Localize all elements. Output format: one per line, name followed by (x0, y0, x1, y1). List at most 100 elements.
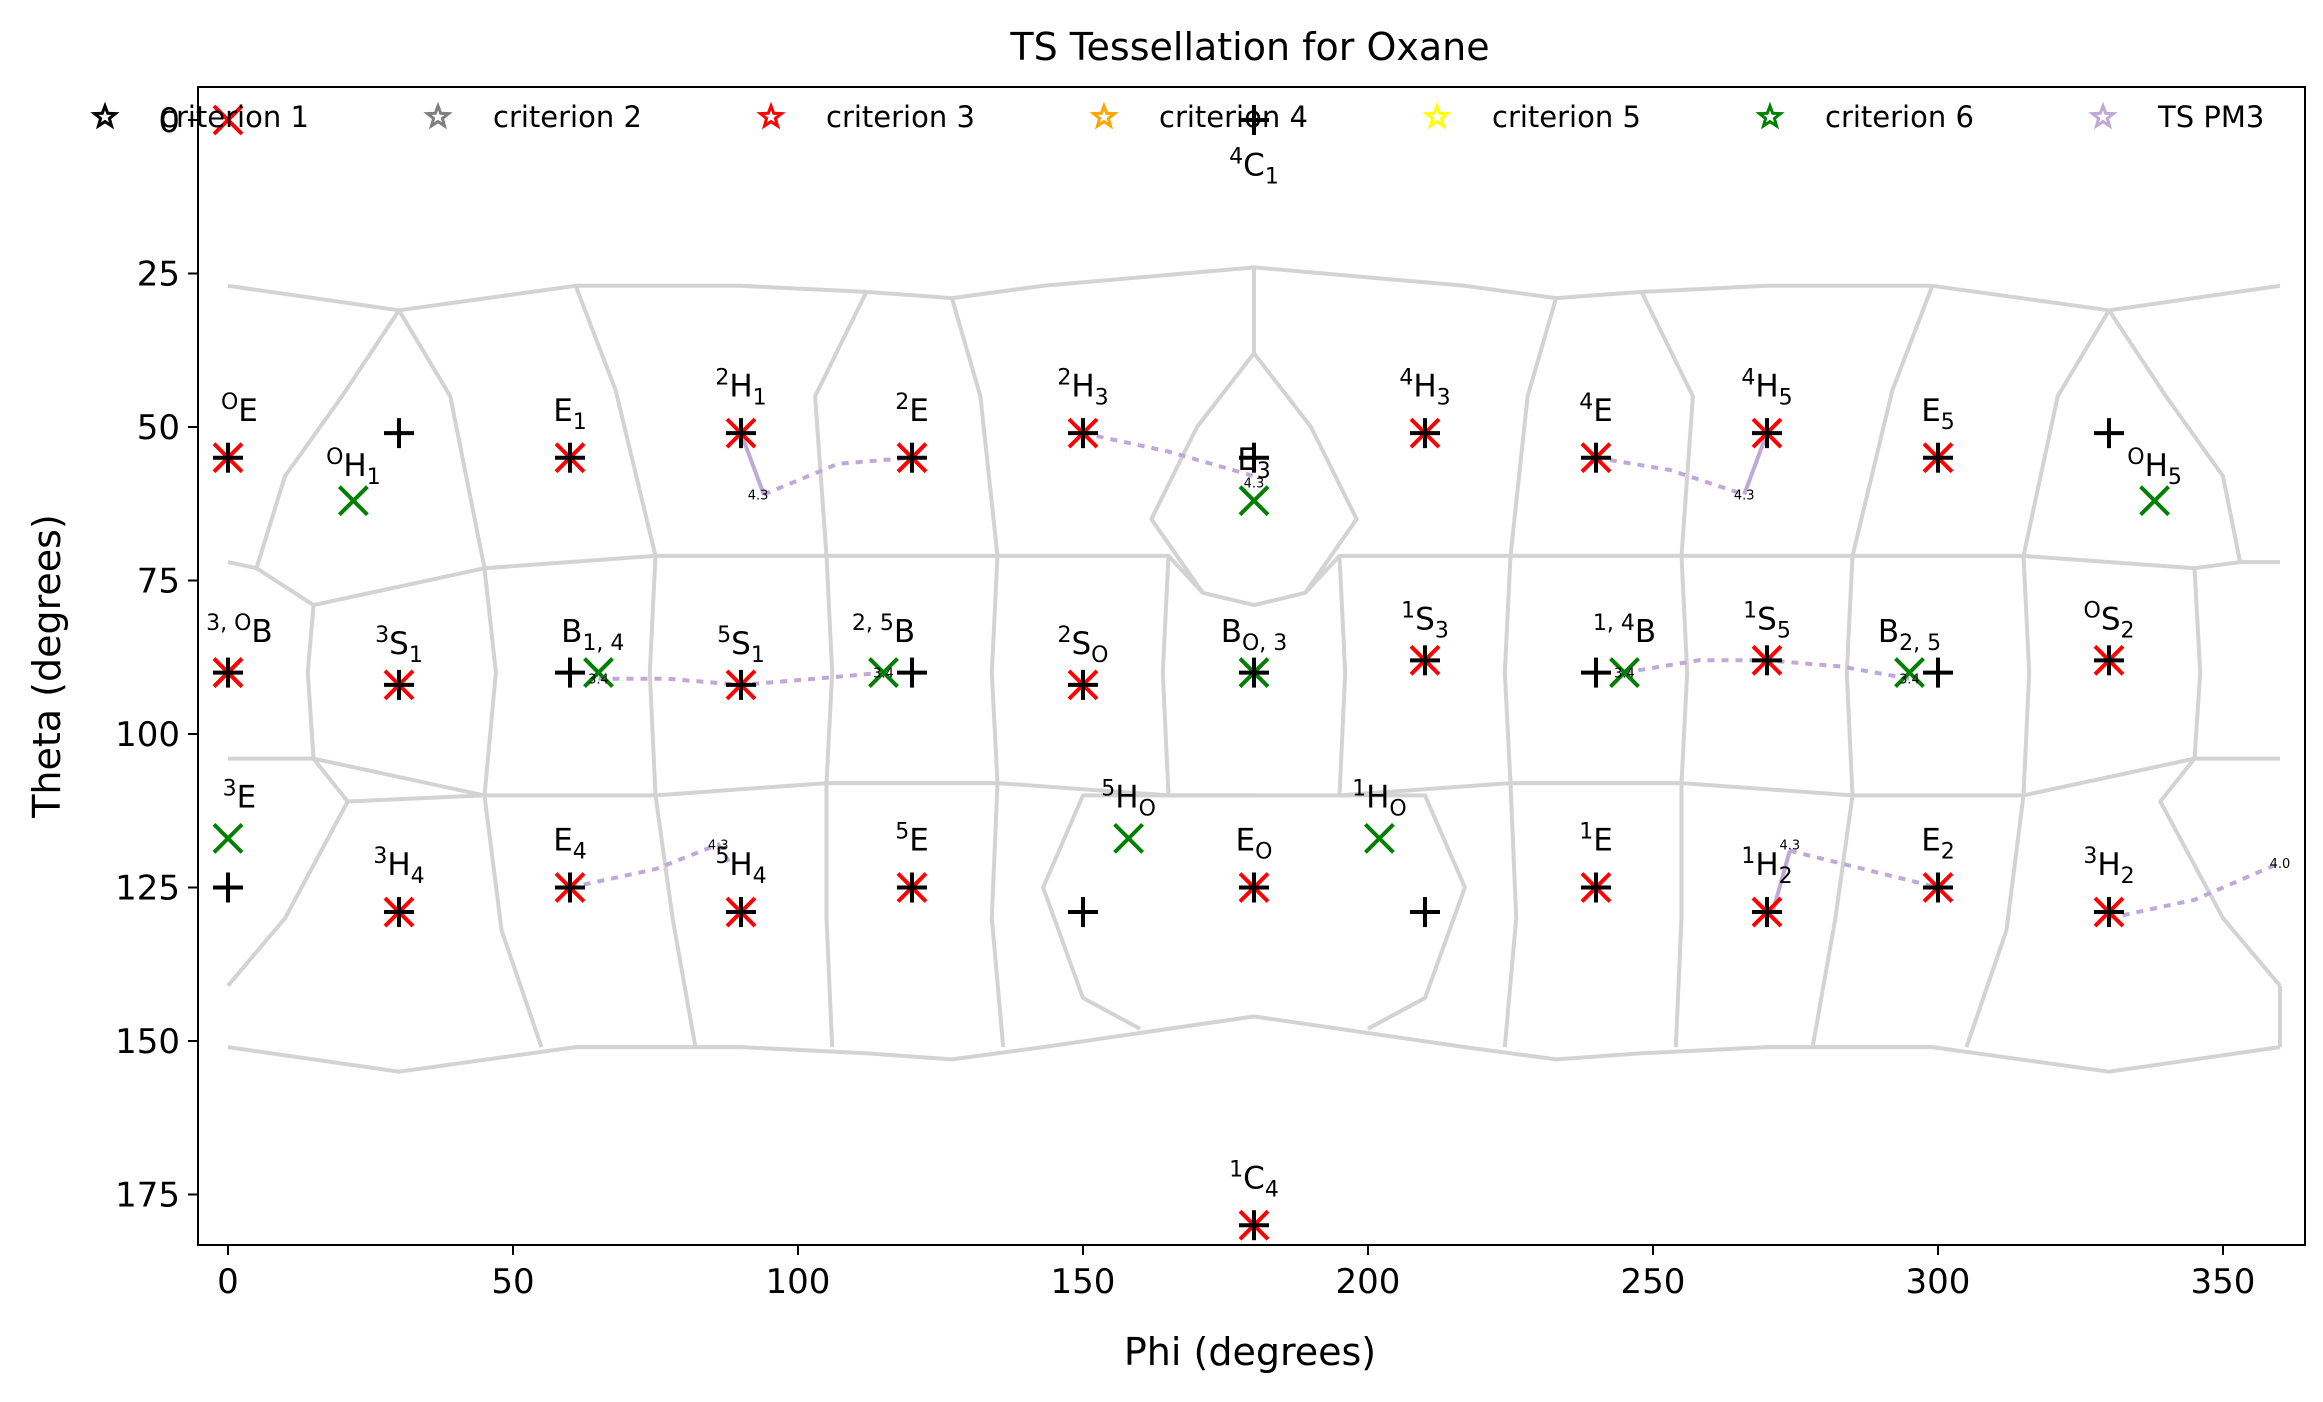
tessellation-edge (573, 285, 658, 557)
green-x-marker (2139, 485, 2171, 517)
legend-star-icon (756, 101, 786, 130)
tessellation-edge (2158, 757, 2282, 987)
plus-marker (1752, 645, 1782, 676)
y-tick-label: 150 (115, 1022, 180, 1062)
plus-marker (1239, 1210, 1269, 1241)
tessellation-edge (397, 309, 487, 569)
green-x-marker (212, 822, 244, 854)
pucker-label: EO (1236, 823, 1273, 865)
y-tick-label: 50 (137, 408, 180, 448)
ts-pm3-path (1789, 848, 1939, 890)
plus-marker (1239, 442, 1269, 473)
path-energy-label: 3.4 (588, 673, 609, 688)
tessellation-edge (254, 309, 401, 569)
path-energy-label: 3.4 (1614, 667, 1635, 682)
plus-marker (897, 872, 927, 903)
tessellation-edge (1149, 267, 1256, 594)
tessellation-layer (226, 265, 2282, 1074)
x-tick-label: 150 (1051, 1262, 1116, 1302)
tessellation-edge (647, 555, 658, 796)
plus-marker (555, 657, 585, 688)
tessellation-edge (1253, 265, 2281, 313)
plus-marker (1410, 897, 1440, 928)
tessellation-edge (2192, 568, 2203, 759)
tessellation-edge (1673, 783, 1684, 1048)
plus-marker (384, 669, 414, 700)
pucker-label: OH1 (326, 445, 381, 490)
x-tick-label: 300 (1906, 1262, 1971, 1302)
tessellation-edge (1964, 795, 2026, 1048)
green-x-marker (583, 657, 614, 689)
plus-marker (1068, 669, 1098, 700)
label-layer: 4.3 4.3 4.3 3.4 3.4 3.4 3.4 4.3 4.3 4.0 4C1 OE OH1 E1… (206, 144, 2290, 1202)
tessellation-edge (2021, 555, 2032, 796)
pucker-label: 2H1 (715, 365, 766, 410)
plus-marker (384, 897, 414, 928)
x-tick-label: 0 (217, 1262, 239, 1302)
ts-pm3-path (739, 432, 766, 496)
legend-star-icon (1422, 101, 1452, 130)
path-energy-label: 3.4 (1899, 673, 1920, 688)
pucker-label: 4H5 (1741, 365, 1792, 410)
plus-marker (2094, 418, 2124, 449)
plus-marker (2094, 645, 2124, 676)
x-tick-label: 50 (491, 1262, 534, 1302)
ts-pm3-path (1742, 432, 1769, 496)
pucker-label: E1 (553, 393, 587, 435)
plus-marker (1923, 442, 1953, 473)
legend-label: TS PM3 (2157, 100, 2264, 134)
plus-marker (1068, 418, 1098, 449)
plus-marker (1068, 897, 1098, 928)
tessellation-edge (1679, 555, 1690, 784)
legend-label: criterion 4 (1159, 100, 1308, 134)
tessellation-edge (989, 555, 1000, 784)
green-x-marker (337, 485, 369, 517)
path-energy-label: 4.3 (708, 839, 729, 854)
green-x-marker (1609, 657, 1640, 689)
tessellation-edge (1252, 352, 1359, 594)
ts-pm3-path (1082, 431, 1255, 479)
y-tick-label: 100 (115, 715, 180, 755)
tessellation-edge (1502, 783, 1519, 1048)
pucker-label: OH5 (2127, 445, 2182, 490)
tessellation-edge (1810, 795, 1855, 1048)
plus-marker (213, 657, 243, 688)
pucker-label: 2E (895, 390, 929, 429)
pucker-label: 3E (223, 777, 257, 816)
pucker-label: 2SO (1057, 623, 1108, 668)
plus-marker (1923, 872, 1953, 903)
pucker-label: BO, 3 (1221, 614, 1288, 656)
marker-layer (212, 104, 2171, 1241)
pucker-label: OE (221, 390, 258, 429)
pucker-label: 3, OB (206, 611, 273, 650)
y-tick-label: 125 (115, 869, 180, 909)
path-energy-label: 3.4 (873, 667, 894, 682)
legend-label: criterion 1 (160, 100, 309, 134)
legend-entry: criterion 1 (90, 100, 309, 134)
legend-star-icon (2088, 101, 2118, 130)
legend-label: criterion 5 (1492, 100, 1641, 134)
tessellation-edge (482, 795, 544, 1048)
legend-entry: TS PM3 (2088, 100, 2264, 134)
x-tick-label: 350 (2191, 1262, 2256, 1302)
path-energy-label: 4.0 (2270, 857, 2291, 872)
pucker-label: 1HO (1352, 777, 1407, 822)
pucker-label: E4 (553, 823, 587, 865)
y-tick-label: 175 (115, 1176, 180, 1216)
plus-marker (897, 442, 927, 473)
tessellation-edge (824, 555, 835, 784)
pucker-label: 1, 4B (1593, 611, 1656, 650)
tessellation-edge (1337, 555, 1348, 796)
pucker-label: 5E (895, 820, 929, 859)
ts-pm3-path (2108, 861, 2281, 921)
plus-marker (1752, 897, 1782, 928)
legend-star-icon (423, 101, 453, 130)
tessellation-edge (2107, 309, 2243, 563)
tessellation-edge (949, 297, 1000, 557)
tessellation-edge (227, 265, 1255, 313)
pucker-label: E5 (1921, 393, 1955, 435)
ts-pm3-path (763, 455, 913, 497)
plus-marker (1581, 657, 1611, 688)
x-tick-label: 250 (1621, 1262, 1686, 1302)
